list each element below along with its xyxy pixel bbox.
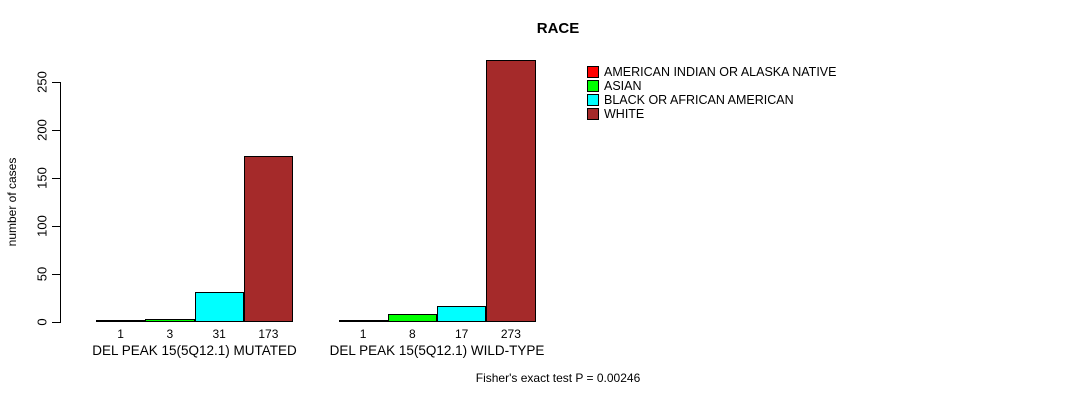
bar-white <box>486 60 536 322</box>
legend-label: WHITE <box>604 106 645 121</box>
bar-asian <box>387 314 437 322</box>
chart-title: RACE <box>536 20 580 37</box>
fisher-test-annotation: Fisher's exact test P = 0.00246 <box>475 371 641 385</box>
bar-value-label: 3 <box>166 327 174 341</box>
y-tick-label: 150 <box>34 167 50 189</box>
y-tick-mark <box>52 322 60 323</box>
legend-item: AMERICAN INDIAN OR ALASKA NATIVE <box>587 64 837 79</box>
y-axis-spine <box>60 82 61 323</box>
bar-value-label: 273 <box>500 327 521 341</box>
bar-black-or-african-american <box>194 292 244 322</box>
legend-swatch <box>587 107 599 120</box>
y-tick-mark <box>52 226 60 227</box>
y-tick-label: 50 <box>34 266 50 282</box>
category-label: DEL PEAK 15(5Q12.1) MUTATED <box>92 343 297 358</box>
bar-value-label: 173 <box>258 327 279 341</box>
y-tick-label: 200 <box>34 119 50 141</box>
legend-item: ASIAN <box>587 78 642 93</box>
y-tick-mark <box>52 274 60 275</box>
legend-item: BLACK OR AFRICAN AMERICAN <box>587 92 794 107</box>
bar-white <box>243 156 293 322</box>
bar-value-label: 1 <box>359 327 367 341</box>
legend-swatch <box>587 93 599 106</box>
y-tick-label: 0 <box>34 318 50 326</box>
y-tick-mark <box>52 130 60 131</box>
legend-label: BLACK OR AFRICAN AMERICAN <box>604 92 794 107</box>
y-axis-title: number of cases <box>5 157 19 247</box>
legend-swatch <box>587 79 599 92</box>
category-label: DEL PEAK 15(5Q12.1) WILD-TYPE <box>329 343 545 358</box>
bar-black-or-african-american <box>437 306 487 322</box>
legend-item: WHITE <box>587 106 645 121</box>
bar-value-label: 17 <box>454 327 469 341</box>
legend-label: AMERICAN INDIAN OR ALASKA NATIVE <box>604 64 837 79</box>
bar-value-label: 1 <box>117 327 124 341</box>
bar-value-label: 8 <box>409 327 416 341</box>
legend-label: ASIAN <box>604 78 642 93</box>
legend-swatch <box>587 65 599 78</box>
y-tick-mark <box>52 178 60 179</box>
bar-american-indian-or-alaska-native <box>338 320 388 322</box>
y-tick-label: 100 <box>34 215 50 237</box>
bar-asian <box>145 319 195 322</box>
bar-american-indian-or-alaska-native <box>96 320 146 322</box>
bar-value-label: 31 <box>212 327 226 341</box>
y-tick-label: 250 <box>34 71 50 93</box>
y-tick-mark <box>52 82 60 83</box>
